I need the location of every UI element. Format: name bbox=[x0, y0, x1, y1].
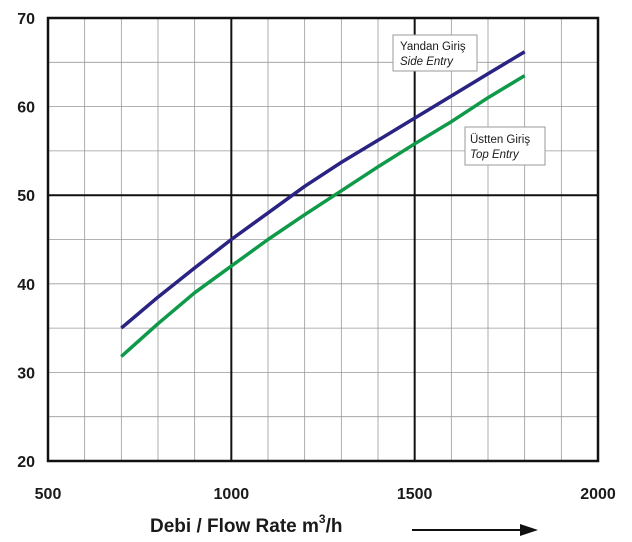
legend-side-entry: Yandan Giriş Side Entry bbox=[393, 35, 477, 71]
tick-labels: 500 1000 1500 2000 20 30 40 50 60 70 bbox=[17, 11, 616, 503]
y-tick-label: 50 bbox=[17, 188, 35, 205]
x-axis-title-main: Debi / Flow Rate m bbox=[150, 516, 319, 537]
legend-top-entry-line1: Üstten Giriş bbox=[470, 134, 530, 146]
x-tick-label: 500 bbox=[35, 486, 62, 503]
y-tick-label: 70 bbox=[17, 11, 35, 28]
legend-top-entry-line2: Top Entry bbox=[470, 149, 520, 161]
legend-top-entry: Üstten Giriş Top Entry bbox=[465, 127, 545, 165]
x-axis-title: Debi / Flow Rate m3/h bbox=[150, 512, 538, 537]
x-axis-title-suffix: /h bbox=[326, 516, 343, 537]
series-line-side-entry bbox=[121, 52, 524, 328]
x-tick-label: 1000 bbox=[214, 486, 250, 503]
y-tick-label: 60 bbox=[17, 100, 35, 117]
y-tick-label: 30 bbox=[17, 365, 35, 382]
legend-side-entry-line1: Yandan Giriş bbox=[400, 41, 466, 53]
x-axis-title-text: Debi / Flow Rate m3/h bbox=[150, 512, 343, 537]
y-tick-label: 40 bbox=[17, 277, 35, 294]
series-layer bbox=[121, 52, 524, 357]
x-tick-label: 1500 bbox=[397, 486, 433, 503]
series-line-top-entry bbox=[121, 76, 524, 357]
chart-grid bbox=[48, 18, 598, 461]
y-tick-label: 20 bbox=[17, 454, 35, 471]
x-axis-arrow-head bbox=[520, 524, 538, 536]
x-tick-label: 2000 bbox=[580, 486, 616, 503]
legend-side-entry-line2: Side Entry bbox=[400, 56, 454, 68]
